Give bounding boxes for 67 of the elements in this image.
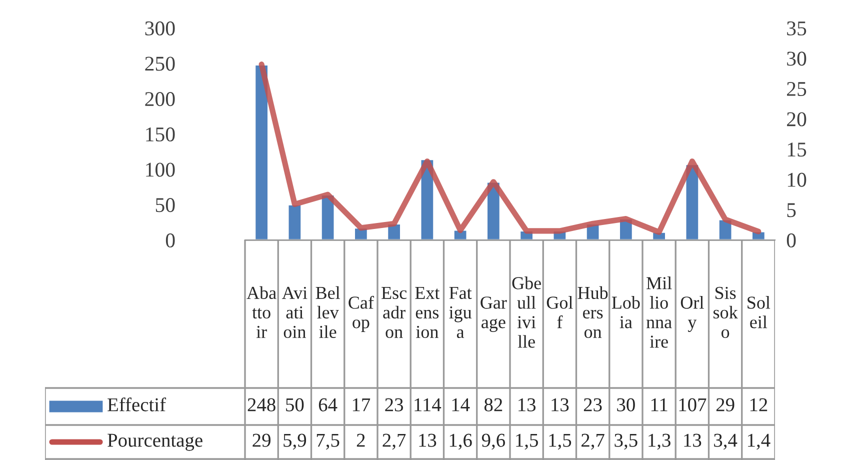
data-label: 248 (248, 398, 276, 412)
x-tick-label: Orly (680, 296, 704, 332)
data-label: 13 (518, 398, 536, 412)
x-tick-label: Lobia (612, 296, 640, 328)
data-label: 5,9 (284, 434, 306, 450)
x-tick-label: Bellevile (316, 286, 340, 338)
y-tick-label: 50 (156, 198, 175, 212)
y-tick-label: 150 (146, 127, 175, 142)
x-tick-label: Gbeulliville (512, 276, 541, 348)
y2-tick-label: 30 (787, 52, 806, 66)
x-tick-label: Soleil (748, 296, 770, 328)
data-label: 14 (452, 398, 470, 412)
x-tick-label: Aviatioin (282, 286, 308, 338)
data-label: 2 (356, 434, 365, 447)
data-label: 2,7 (382, 434, 406, 450)
y2-tick-label: 20 (787, 112, 806, 126)
y2-tick-label: 5 (787, 203, 796, 218)
data-label: 114 (414, 398, 442, 412)
data-label: 107 (679, 398, 706, 412)
y-tick-label: 300 (145, 21, 175, 36)
y2-tick-label: 35 (787, 21, 806, 36)
x-tick-label: Extension (415, 287, 440, 338)
data-label: 17 (352, 398, 370, 412)
y2-tick-label: 10 (788, 172, 806, 187)
data-label: 1,6 (450, 434, 472, 450)
data-label: 1,4 (748, 434, 770, 450)
bar (287, 204, 302, 240)
data-label: 23 (584, 398, 602, 412)
data-label: 1,5 (516, 434, 538, 450)
data-label: 13 (419, 434, 436, 447)
y-tick-label: 0 (166, 233, 175, 248)
data-label: 3,5 (614, 434, 638, 450)
x-tick-label: Escadron (382, 287, 407, 338)
x-tick-label: Sissoko (714, 286, 738, 338)
legend-label: Pourcentage (108, 434, 202, 451)
x-tick-label: Huberson (578, 286, 608, 338)
y-tick-label: 250 (145, 56, 175, 71)
x-tick-label: Garage (480, 296, 507, 332)
data-label: 29 (252, 434, 270, 447)
data-label: 1,3 (648, 434, 670, 450)
data-label: 29 (716, 398, 734, 412)
data-label: 9,6 (482, 434, 506, 450)
x-tick-label: Cafop (348, 296, 374, 332)
x-tick-label: Abattoir (246, 286, 276, 338)
data-label: 13 (552, 398, 569, 412)
y-tick-label: 100 (146, 162, 175, 177)
x-tick-label: Golf (546, 296, 573, 328)
y2-tick-label: 25 (787, 82, 806, 96)
x-tick-label: Fatigua (449, 286, 472, 338)
data-label: 64 (318, 398, 338, 412)
data-label: 23 (385, 398, 404, 412)
legend-label: Effectif (108, 397, 166, 412)
data-label: 30 (617, 398, 635, 412)
y-tick-label: 200 (145, 92, 175, 106)
x-tick-label: Millionnaire (646, 276, 672, 348)
data-label: 12 (750, 398, 768, 412)
data-label: 2,7 (582, 434, 604, 450)
data-label: 7,5 (316, 434, 340, 450)
data-label: 13 (684, 434, 702, 447)
data-label: 1,5 (549, 434, 572, 450)
data-label: 11 (651, 398, 668, 412)
y2-tick-label: 0 (786, 233, 796, 248)
data-label: 50 (286, 398, 304, 412)
y2-tick-label: 15 (788, 142, 806, 157)
data-label: 82 (484, 398, 502, 412)
data-label: 3,4 (714, 434, 738, 450)
bar (254, 64, 269, 240)
